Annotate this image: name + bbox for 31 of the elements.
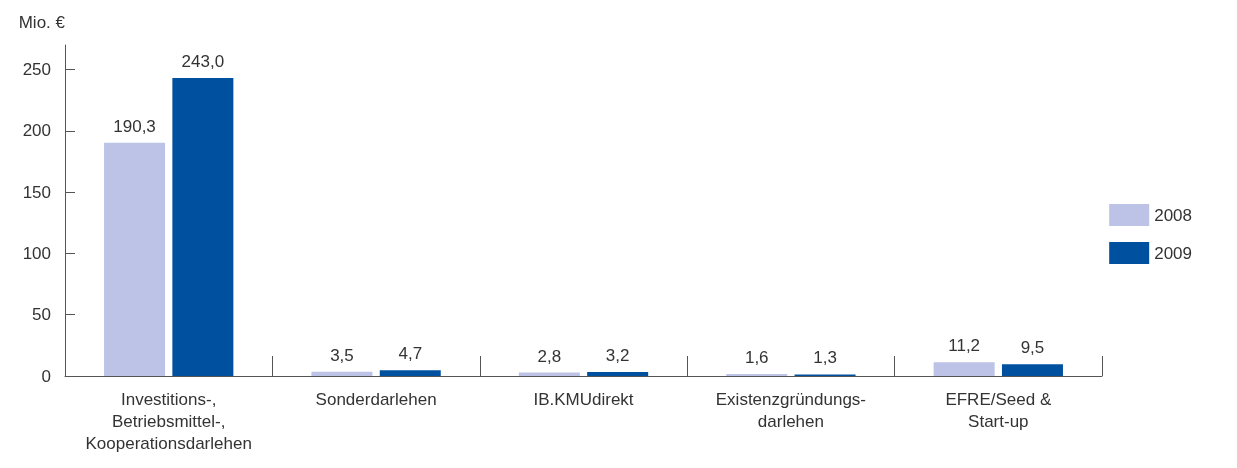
data-label: 11,2: [948, 336, 981, 356]
data-label: 3,5: [330, 345, 354, 365]
x-tick-label: EFRE/Seed & Start-up: [945, 389, 1052, 431]
bar: [933, 362, 995, 376]
data-label: 2,8: [537, 346, 562, 366]
data-label: 9,5: [1020, 338, 1045, 358]
bar: [587, 372, 649, 376]
bar: [104, 142, 166, 376]
y-tick-label: 200: [22, 121, 51, 141]
data-label: 1,6: [744, 348, 769, 368]
legend-label: 2008: [1154, 205, 1193, 225]
data-label: 190,3: [113, 116, 156, 136]
y-tick-label: 0: [41, 366, 51, 386]
y-tick-label: 100: [22, 243, 51, 263]
data-label: 1,3: [813, 348, 837, 368]
data-label: 243,0: [181, 52, 225, 72]
data-label: 4,7: [398, 344, 423, 364]
bar: [379, 370, 441, 376]
x-tick-label: Investitions-, Betriebsmittel-, Kooperationsdarlehen: [85, 389, 252, 453]
y-tick-label: 250: [22, 60, 51, 80]
data-label: 3,2: [605, 346, 630, 366]
bar: [172, 78, 234, 376]
bar: [311, 371, 373, 376]
x-tick-label: Existenzgründungs- darlehen: [715, 389, 867, 431]
x-tick-label: IB.KMUdirekt: [533, 389, 634, 409]
x-tick-label: Sonderdarlehen: [315, 389, 437, 409]
y-tick-label: 150: [22, 182, 51, 202]
y-tick-label: 50: [32, 305, 51, 325]
y-axis-title: Mio. €: [18, 13, 66, 32]
bar: [1001, 364, 1063, 376]
legend-label: 2009: [1154, 243, 1193, 263]
